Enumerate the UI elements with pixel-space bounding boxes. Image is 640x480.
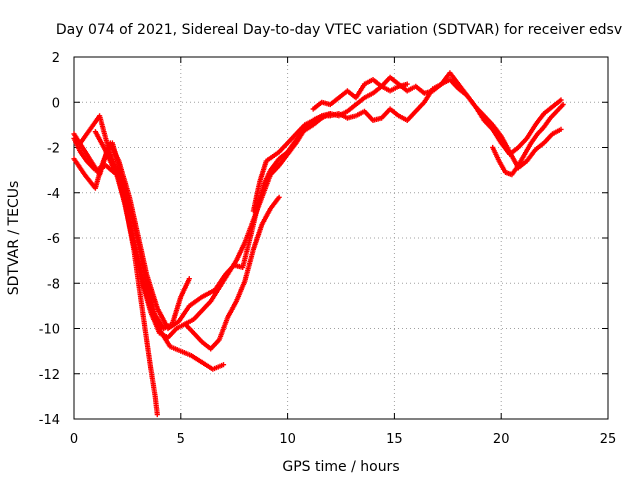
x-tick-label: 0: [70, 432, 78, 447]
data-markers: [490, 101, 566, 178]
series-track-8: [310, 70, 564, 157]
x-tick-label: 5: [177, 432, 185, 447]
data-markers: [77, 113, 282, 352]
data-markers: [310, 70, 564, 157]
x-tick-label: 25: [600, 432, 617, 447]
data-markers: [92, 129, 192, 332]
y-tick-label: -12: [39, 368, 60, 383]
y-tick-label: 0: [52, 96, 60, 111]
y-tick-label: -6: [47, 232, 60, 247]
series-track-4: [77, 113, 282, 352]
y-tick-label: 2: [52, 51, 60, 66]
y-tick-label: -14: [39, 413, 60, 428]
chart-title: Day 074 of 2021, Sidereal Day-to-day VTE…: [56, 22, 622, 38]
x-tick-label: 10: [279, 432, 296, 447]
series-track-5: [92, 129, 192, 332]
y-tick-label: -4: [47, 187, 60, 202]
x-axis-label: GPS time / hours: [282, 459, 399, 475]
y-tick-label: -10: [39, 323, 60, 338]
x-tick-label: 15: [386, 432, 403, 447]
y-axis-label: SDTVAR / TECUs: [6, 181, 22, 296]
data-points: [71, 70, 566, 418]
y-tick-label: -8: [47, 277, 60, 292]
y-tick-label: -2: [47, 142, 60, 157]
x-tick-label: 20: [493, 432, 510, 447]
series-track-9: [490, 101, 566, 178]
plot-frame: [73, 56, 609, 420]
